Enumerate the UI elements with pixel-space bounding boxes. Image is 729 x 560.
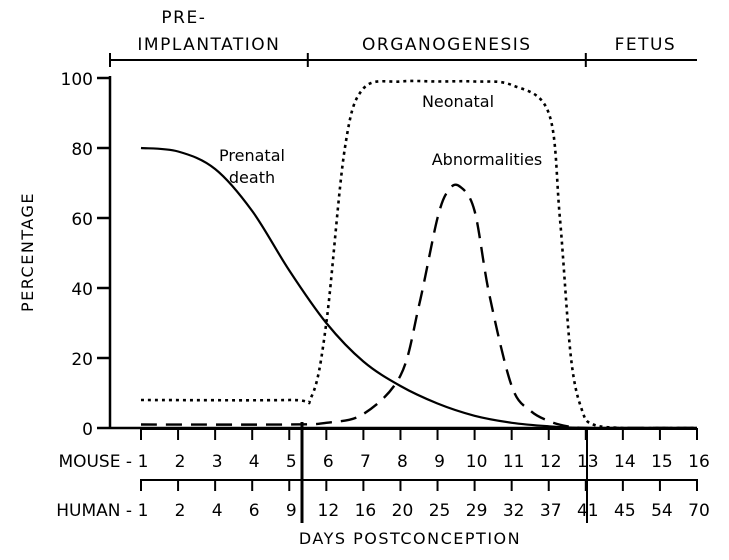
human-tick-label: 16 [355, 501, 377, 521]
series-line-neonatal-death [140, 183, 697, 430]
y-tick-label: 80 [71, 140, 93, 160]
human-tick-label: 2 [175, 501, 186, 521]
mouse-tick-label: 15 [651, 452, 673, 472]
mouse-tick-label: 6 [323, 452, 334, 472]
human-tick-label: 20 [392, 501, 414, 521]
human-tick-label: 29 [466, 501, 488, 521]
mouse-tick-label: 14 [614, 452, 636, 472]
x-axes: MOUSE -12345678910111213141516HUMAN -124… [56, 428, 710, 521]
stage-header: PRE- IMPLANTATION ORGANOGENESIS FETUS [109, 8, 697, 67]
human-tick-label: 70 [688, 501, 710, 521]
mouse-tick-label: 5 [286, 452, 297, 472]
human-tick-label: 6 [249, 501, 260, 521]
mouse-tick-label: 10 [466, 452, 488, 472]
mouse-tick-label: 2 [175, 452, 186, 472]
human-tick-label: 32 [503, 501, 525, 521]
mouse-tick-label: 3 [212, 452, 223, 472]
human-tick-label: 4 [212, 501, 223, 521]
y-tick-label: 100 [61, 70, 93, 90]
series-label-neonatal-line1: Abnormalities [432, 150, 543, 169]
y-tick-label: 40 [71, 280, 93, 300]
human-tick-label: 12 [318, 501, 340, 521]
mouse-tick-label: 12 [540, 452, 562, 472]
mouse-tick-label: 11 [503, 452, 525, 472]
mouse-tick-label: 9 [434, 452, 445, 472]
series-line-prenatal-death [140, 146, 697, 430]
stage-preimplantation-label-line1: PRE- [161, 8, 206, 28]
stage-organogenesis-label: ORGANOGENESIS [362, 35, 532, 55]
human-tick-label: 9 [286, 501, 297, 521]
human-axis-label: HUMAN - [56, 501, 132, 521]
series-label-abnormalities: Neonatal [422, 92, 494, 111]
x-axis-label: DAYS POSTCONCEPTION [299, 529, 521, 548]
y-tick-label: 20 [71, 350, 93, 370]
stage-fetus-label: FETUS [615, 35, 677, 55]
y-tick-label: 60 [71, 210, 93, 230]
human-tick-label: 45 [614, 501, 636, 521]
mouse-tick-label: 7 [360, 452, 371, 472]
human-tick-label: 1 [138, 501, 149, 521]
stage-preimplantation-label-line2: IMPLANTATION [137, 35, 280, 55]
y-tick-label: 0 [82, 420, 93, 440]
human-tick-label: 37 [540, 501, 562, 521]
mouse-tick-label: 8 [397, 452, 408, 472]
human-tick-label: 54 [651, 501, 673, 521]
mouse-tick-label: 4 [249, 452, 260, 472]
y-axis-label: PERCENTAGE [18, 192, 37, 312]
mouse-tick-label: 16 [688, 452, 710, 472]
y-ticks: 100 80 60 40 20 0 [61, 70, 110, 440]
mouse-tick-label: 1 [138, 452, 149, 472]
series-label-prenatal-line1: Prenatal [219, 146, 285, 165]
human-tick-label: 25 [429, 501, 451, 521]
series-group [140, 79, 697, 430]
mouse-axis-label: MOUSE - [58, 452, 132, 472]
series-line-abnormalities [140, 79, 697, 430]
series-label-prenatal-line2: death [229, 168, 275, 187]
